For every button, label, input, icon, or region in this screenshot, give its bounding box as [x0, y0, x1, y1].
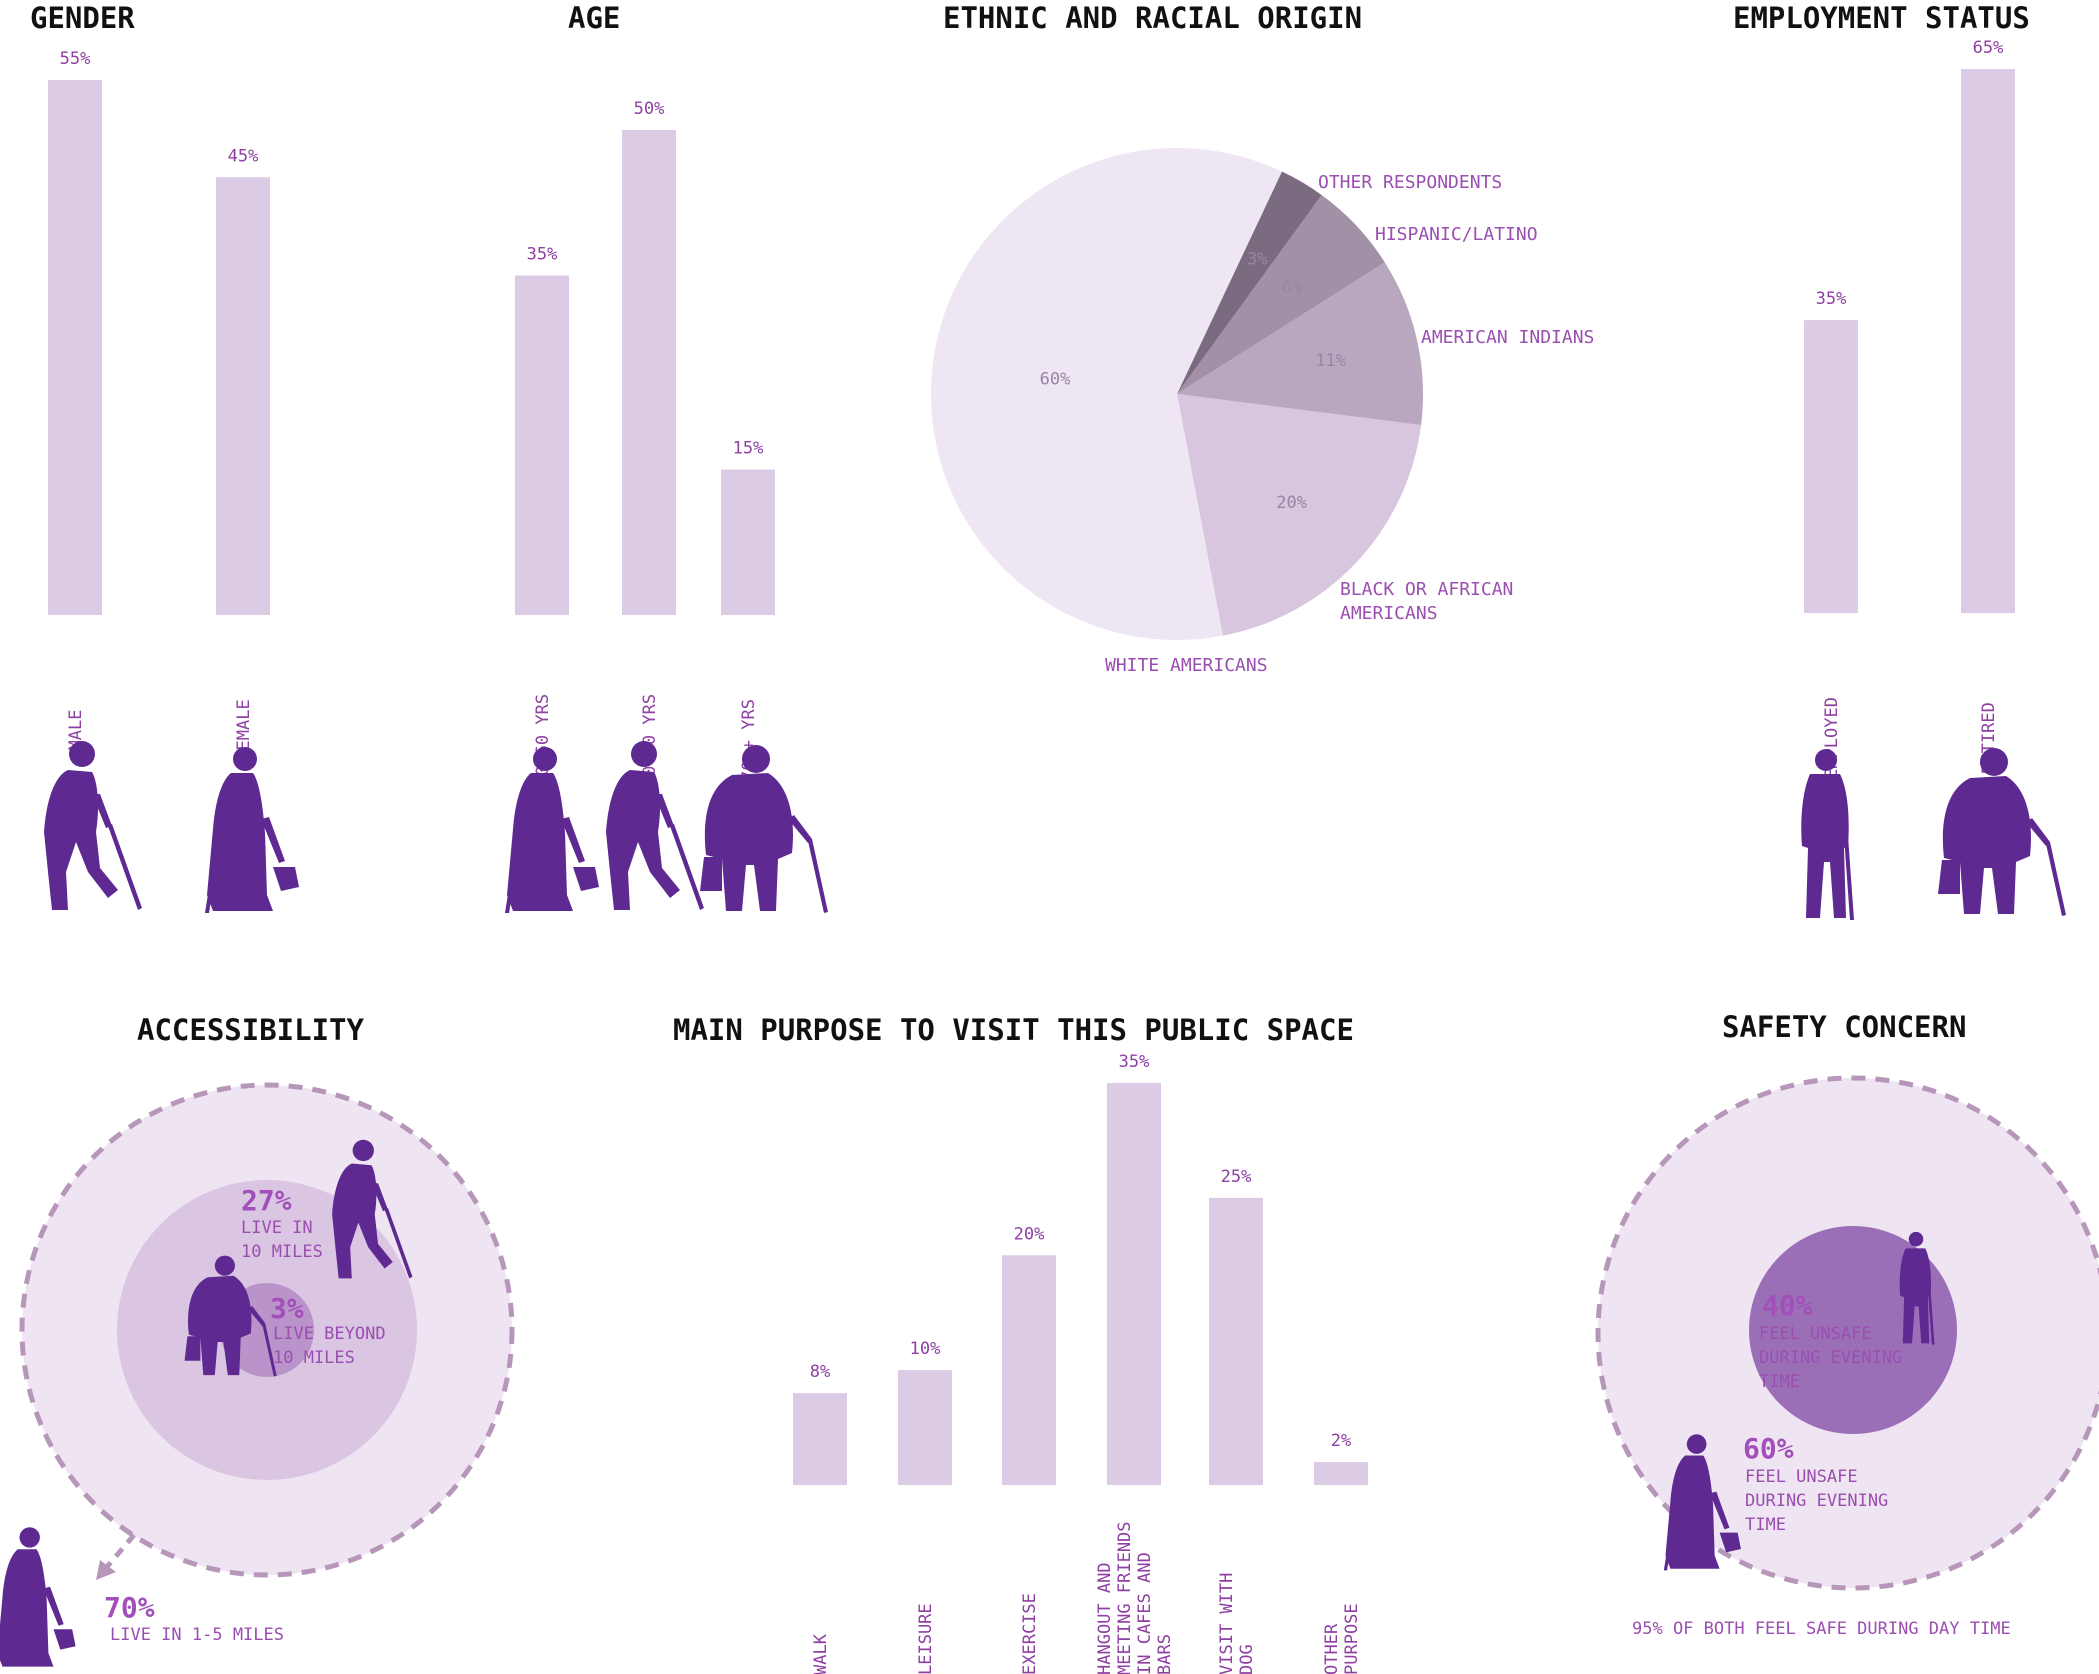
age-bar-2: [721, 469, 775, 615]
purpose-bar-chart: 8% WALK 10% LEISURE 20% EXERCISE 35% HANGOUT AN…: [793, 1052, 1368, 1674]
age-bar-1: [622, 130, 676, 615]
outer-line-1: LIVE IN 1-5 MILES: [110, 1625, 284, 1645]
inner-line-1: FEEL UNSAFE: [1759, 1324, 1872, 1344]
outer-line-3: TIME: [1745, 1515, 1786, 1535]
pie-slice-3: [1177, 195, 1385, 394]
inner-value: 40%: [1762, 1289, 1813, 1322]
elderly-woman-with-bag-icon: [0, 1527, 76, 1669]
pie-value-label-2: 11%: [1315, 351, 1346, 371]
accessibility-title: ACCESSIBILITY: [137, 1013, 365, 1047]
age-category-label-0: 50-60 YRS: [533, 694, 553, 786]
inner-value: 3%: [270, 1292, 304, 1325]
gender-category-label-1: FEMALE: [234, 699, 254, 760]
gender-bar-chart: 55% MALE 45% FEMALE: [48, 49, 270, 761]
middle-value: 27%: [241, 1184, 292, 1217]
purpose-bar-5: [1314, 1462, 1368, 1485]
inner-line-1: LIVE BEYOND: [273, 1324, 386, 1344]
gender-bar-1: [216, 177, 270, 616]
middle-line-2: 10 MILES: [241, 1242, 323, 1262]
outer-line-2: DURING EVENING: [1745, 1491, 1888, 1511]
outer-line-1: FEEL UNSAFE: [1745, 1467, 1858, 1487]
ethnic-pie-chart: 3% 6% 11% 20% 60% WHITE AMERICANS BLACK OR AFR…: [930, 148, 1594, 676]
pie-category-label-0: WHITE AMERICANS: [1105, 655, 1268, 676]
inner-line-2: DURING EVENING: [1759, 1348, 1902, 1368]
safety-diagram: 40% FEEL UNSAFE DURING EVENING TIME 60% …: [1595, 1075, 2099, 1639]
pie-category-label-1-0: BLACK OR AFRICAN: [1340, 579, 1513, 600]
employment-value-label-1: 65%: [1973, 38, 2004, 58]
purpose-category-label-1: LEISURE: [916, 1603, 936, 1674]
pie-slice-4: [1177, 171, 1322, 394]
age-value-label-1: 50%: [634, 99, 665, 119]
purpose-value-label-1: 10%: [910, 1339, 941, 1359]
heavy-elderly-person-icon: [1938, 748, 2066, 916]
gender-value-label-1: 45%: [228, 146, 259, 166]
purpose-category-label-3-0: HANGOUT AND: [1095, 1562, 1115, 1674]
employment-bar-0: [1804, 320, 1858, 613]
outer-value: 70%: [104, 1591, 155, 1624]
heavy-elderly-person-icon: [700, 745, 828, 913]
elderly-man-with-cane-icon: [44, 741, 142, 910]
purpose-value-label-4: 25%: [1221, 1167, 1252, 1187]
age-value-label-0: 35%: [527, 245, 558, 265]
age-value-label-2: 15%: [733, 439, 764, 459]
purpose-category-label-0: WALK: [811, 1633, 831, 1674]
purpose-value-label-3: 35%: [1119, 1052, 1150, 1072]
middle-line-1: LIVE IN: [241, 1218, 313, 1238]
pie-slice-1: [1177, 394, 1422, 636]
pie-value-label-1: 20%: [1276, 493, 1307, 513]
pointer-arrow: [104, 1533, 136, 1570]
pie-slice-2: [1177, 262, 1424, 426]
pie-category-label-3: HISPANIC/LATINO: [1375, 224, 1538, 245]
elderly-person-with-cane-icon: [1801, 749, 1854, 920]
gender-bar-0: [48, 80, 102, 615]
accessibility-diagram: 27% LIVE IN 10 MILES 3% LIVE BEYOND 10 M…: [0, 1082, 515, 1669]
elderly-woman-with-bag-icon: [205, 747, 299, 913]
purpose-value-label-2: 20%: [1014, 1224, 1045, 1244]
purpose-bar-3: [1107, 1083, 1161, 1485]
age-title: AGE: [568, 1, 620, 35]
safety-title: SAFETY CONCERN: [1722, 1010, 1966, 1044]
pie-value-label-4: 3%: [1247, 250, 1267, 270]
purpose-category-label-5-0: OTHER: [1322, 1623, 1342, 1674]
purpose-value-label-0: 8%: [810, 1362, 830, 1382]
gender-value-label-0: 55%: [60, 49, 91, 69]
purpose-category-label-4-1: DOG: [1237, 1644, 1257, 1674]
purpose-category-label-4-0: VISIT WITH: [1217, 1573, 1237, 1674]
purpose-title: MAIN PURPOSE TO VISIT THIS PUBLIC SPACE: [673, 1013, 1354, 1047]
arrow-head-icon: [96, 1560, 116, 1580]
inner-line-2: 10 MILES: [273, 1348, 355, 1368]
safety-footer: 95% OF BOTH FEEL SAFE DURING DAY TIME: [1632, 1619, 2011, 1639]
purpose-bar-0: [793, 1393, 847, 1485]
purpose-bar-2: [1002, 1255, 1056, 1485]
purpose-category-label-3-2: IN CAFES AND: [1135, 1552, 1155, 1674]
ethnic-title: ETHNIC AND RACIAL ORIGIN: [943, 1, 1362, 35]
pie-category-label-1-1: AMERICANS: [1340, 603, 1438, 624]
pie-value-label-3: 6%: [1282, 277, 1302, 297]
outer-value: 60%: [1743, 1432, 1794, 1465]
purpose-category-label-3-3: BARS: [1155, 1634, 1175, 1674]
inner-line-3: TIME: [1759, 1372, 1800, 1392]
pie-slice-0: [930, 148, 1282, 640]
employment-title: EMPLOYMENT STATUS: [1733, 1, 2030, 35]
purpose-category-label-2: EXERCISE: [1020, 1593, 1040, 1674]
purpose-bar-1: [898, 1370, 952, 1485]
purpose-value-label-5: 2%: [1331, 1431, 1351, 1451]
pie-category-label-4: OTHER RESPONDENTS: [1318, 172, 1502, 193]
employment-bar-1: [1961, 69, 2015, 613]
employment-value-label-0: 35%: [1816, 289, 1847, 309]
pie-value-label-0: 60%: [1040, 369, 1071, 389]
pie-category-label-2: AMERICAN INDIANS: [1421, 327, 1594, 348]
purpose-category-label-3-1: MEETING FRIENDS: [1115, 1521, 1135, 1674]
purpose-category-label-5-1: PURPOSE: [1342, 1603, 1362, 1674]
age-bar-0: [515, 275, 569, 615]
gender-category-label-0: MALE: [66, 710, 86, 751]
purpose-bar-4: [1209, 1197, 1263, 1485]
gender-title: GENDER: [30, 1, 135, 35]
